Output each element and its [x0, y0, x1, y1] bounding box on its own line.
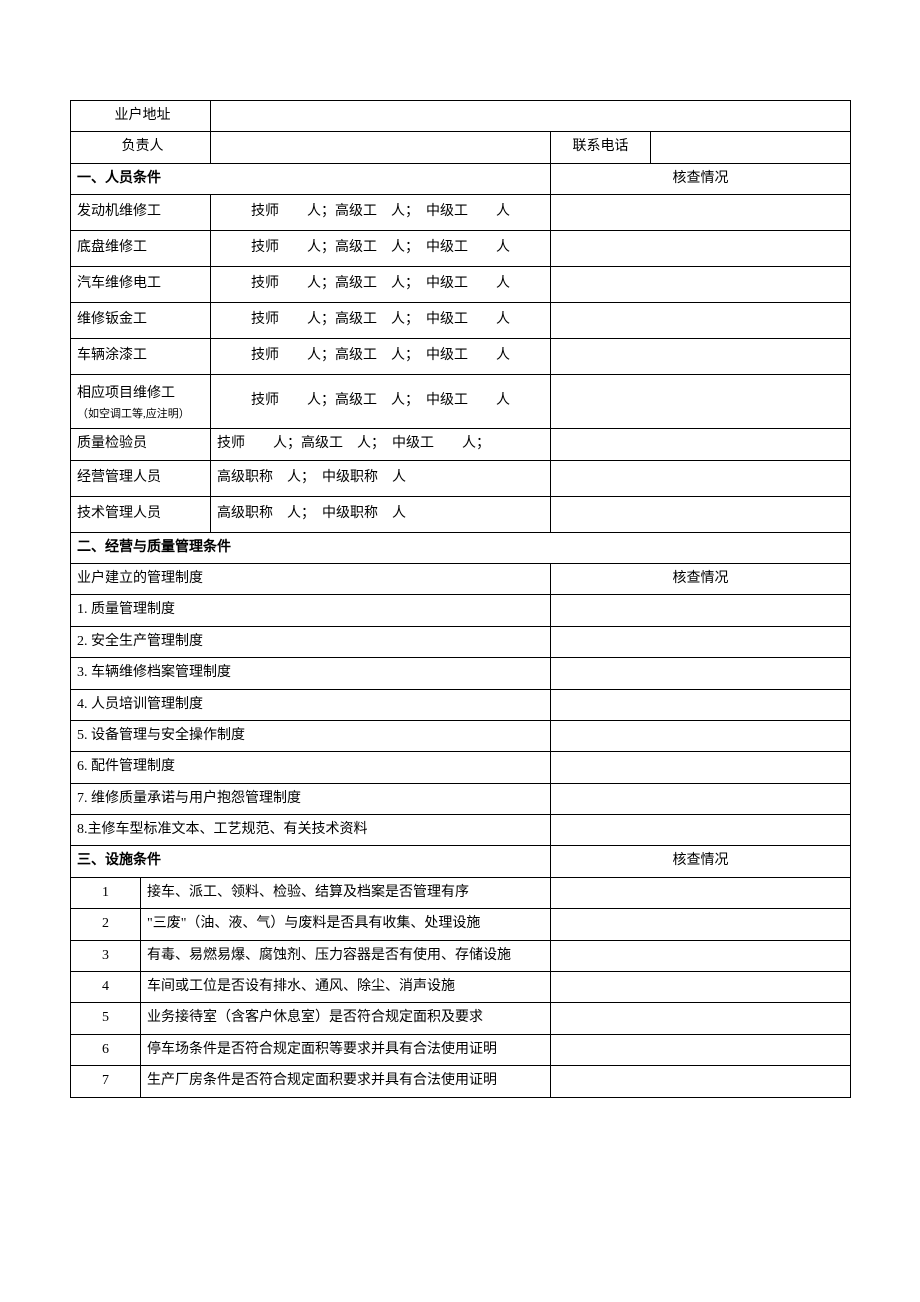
facility-text: 接车、派工、领料、检验、结算及档案是否管理有序	[141, 877, 551, 908]
facility-text: 停车场条件是否符合规定面积等要求并具有合法使用证明	[141, 1034, 551, 1065]
facility-num: 1	[71, 877, 141, 908]
project-label-cell: 相应项目维修工 （如空调工等,应注明）	[71, 375, 211, 429]
mgmt-item: 1. 质量管理制度	[71, 595, 551, 626]
section3-check-label: 核查情况	[551, 846, 851, 877]
biz-label: 经营管理人员	[71, 460, 211, 496]
facility-check[interactable]	[551, 1034, 851, 1065]
personnel-check[interactable]	[551, 303, 851, 339]
section2-subtitle: 业户建立的管理制度	[71, 563, 551, 594]
manager-value[interactable]	[211, 132, 551, 163]
mgmt-item: 3. 车辆维修档案管理制度	[71, 658, 551, 689]
personnel-check[interactable]	[551, 231, 851, 267]
mgmt-item: 7. 维修质量承诺与用户抱怨管理制度	[71, 783, 551, 814]
biz-check[interactable]	[551, 460, 851, 496]
personnel-check[interactable]	[551, 339, 851, 375]
mgmt-item: 8.主修车型标准文本、工艺规范、有关技术资料	[71, 815, 551, 846]
qc-label: 质量检验员	[71, 429, 211, 460]
qc-desc: 技师 人；高级工 人； 中级工 人；	[211, 429, 551, 460]
facility-text: 生产厂房条件是否符合规定面积要求并具有合法使用证明	[141, 1066, 551, 1097]
mgmt-check[interactable]	[551, 689, 851, 720]
facility-num: 4	[71, 972, 141, 1003]
form-table: 业户地址 负责人 联系电话 一、人员条件 核查情况 发动机维修工 技师 人；高级…	[70, 100, 851, 1098]
facility-check[interactable]	[551, 877, 851, 908]
section1-title: 一、人员条件	[71, 163, 551, 194]
facility-text: 有毒、易燃易爆、腐蚀剂、压力容器是否有使用、存储设施	[141, 940, 551, 971]
tech-desc: 高级职称 人； 中级职称 人	[211, 496, 551, 532]
personnel-check[interactable]	[551, 267, 851, 303]
personnel-check[interactable]	[551, 195, 851, 231]
section1-check-label: 核查情况	[551, 163, 851, 194]
project-note: （如空调工等,应注明）	[77, 406, 206, 424]
phone-value[interactable]	[651, 132, 851, 163]
facility-text: "三废"（油、液、气）与废料是否具有收集、处理设施	[141, 909, 551, 940]
personnel-desc: 技师 人；高级工 人； 中级工 人	[211, 195, 551, 231]
facility-num: 5	[71, 1003, 141, 1034]
facility-text: 车间或工位是否设有排水、通风、除尘、消声设施	[141, 972, 551, 1003]
manager-label: 负责人	[71, 132, 211, 163]
facility-num: 7	[71, 1066, 141, 1097]
facility-num: 6	[71, 1034, 141, 1065]
address-label: 业户地址	[71, 101, 211, 132]
facility-check[interactable]	[551, 1066, 851, 1097]
personnel-label: 车辆涂漆工	[71, 339, 211, 375]
project-desc: 技师 人；高级工 人； 中级工 人	[211, 375, 551, 429]
facility-num: 2	[71, 909, 141, 940]
project-label: 相应项目维修工	[77, 381, 206, 406]
personnel-desc: 技师 人；高级工 人； 中级工 人	[211, 231, 551, 267]
mgmt-item: 5. 设备管理与安全操作制度	[71, 720, 551, 751]
personnel-label: 发动机维修工	[71, 195, 211, 231]
personnel-label: 维修钣金工	[71, 303, 211, 339]
mgmt-check[interactable]	[551, 595, 851, 626]
phone-label: 联系电话	[551, 132, 651, 163]
section2-check-label: 核查情况	[551, 563, 851, 594]
personnel-label: 汽车维修电工	[71, 267, 211, 303]
section3-title: 三、设施条件	[71, 846, 551, 877]
mgmt-check[interactable]	[551, 720, 851, 751]
mgmt-item: 6. 配件管理制度	[71, 752, 551, 783]
personnel-desc: 技师 人；高级工 人； 中级工 人	[211, 303, 551, 339]
facility-check[interactable]	[551, 972, 851, 1003]
mgmt-check[interactable]	[551, 752, 851, 783]
facility-text: 业务接待室（含客户休息室）是否符合规定面积及要求	[141, 1003, 551, 1034]
mgmt-check[interactable]	[551, 658, 851, 689]
facility-check[interactable]	[551, 1003, 851, 1034]
mgmt-check[interactable]	[551, 626, 851, 657]
mgmt-item: 2. 安全生产管理制度	[71, 626, 551, 657]
document-page: 业户地址 负责人 联系电话 一、人员条件 核查情况 发动机维修工 技师 人；高级…	[0, 0, 920, 1302]
section2-title: 二、经营与质量管理条件	[71, 532, 851, 563]
qc-check[interactable]	[551, 429, 851, 460]
personnel-desc: 技师 人；高级工 人； 中级工 人	[211, 339, 551, 375]
tech-check[interactable]	[551, 496, 851, 532]
mgmt-check[interactable]	[551, 815, 851, 846]
facility-check[interactable]	[551, 940, 851, 971]
personnel-desc: 技师 人；高级工 人； 中级工 人	[211, 267, 551, 303]
mgmt-item: 4. 人员培训管理制度	[71, 689, 551, 720]
address-value[interactable]	[211, 101, 851, 132]
facility-check[interactable]	[551, 909, 851, 940]
tech-label: 技术管理人员	[71, 496, 211, 532]
facility-num: 3	[71, 940, 141, 971]
personnel-label: 底盘维修工	[71, 231, 211, 267]
mgmt-check[interactable]	[551, 783, 851, 814]
project-check[interactable]	[551, 375, 851, 429]
biz-desc: 高级职称 人； 中级职称 人	[211, 460, 551, 496]
